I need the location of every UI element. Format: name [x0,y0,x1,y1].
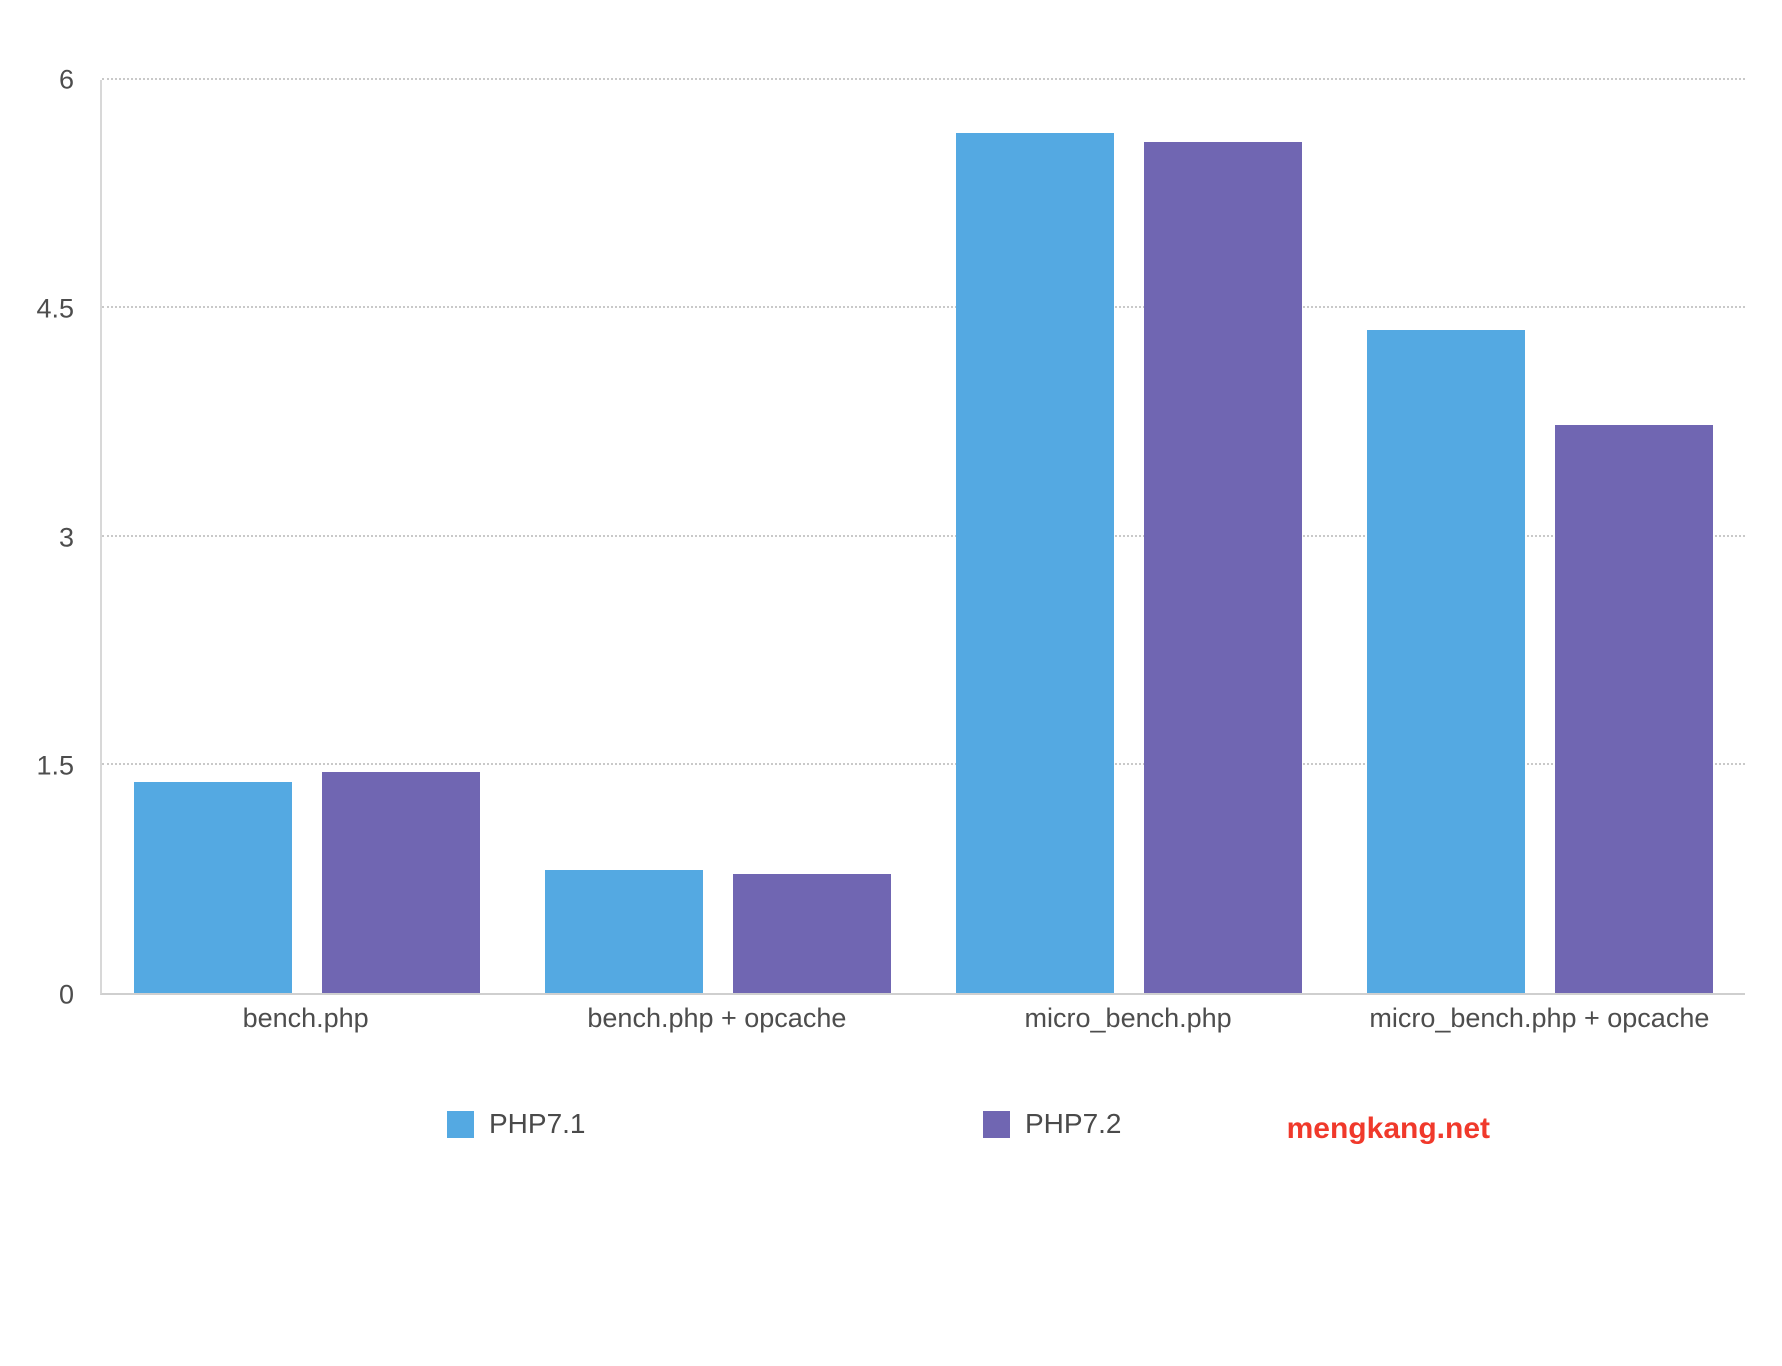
bars-area [102,80,1745,993]
gridline-3 [102,534,1745,537]
legend-label-php71: PHP7.1 [489,1108,586,1139]
x-tick-label-4: micro_bench.php + opcache [1369,1003,1710,1033]
x-tick-label-1: bench.php [242,1003,369,1033]
x-axis: bench.php bench.php + opcache micro_bench.… [100,1003,1745,1034]
gridlines [102,78,1745,993]
legend-item-php72: PHP7.2 [983,1108,1122,1140]
x-tick-label-3: micro_bench.php [1024,1003,1232,1033]
bar-PHP7.1-micro_bench.php-opcache [1366,329,1525,993]
bar-group-2 [513,80,924,993]
gridline-6 [102,78,1745,80]
bar-group-4 [1334,80,1745,993]
bar-PHP7.1-micro_bench.php [955,133,1114,993]
watermark-text: mengkang.net [1286,1112,1490,1145]
y-tick-label-1.5: 1.5 [36,750,74,781]
gridline-1.5 [102,762,1745,765]
gridline-4.5 [102,306,1745,309]
y-tick-label-3: 3 [58,522,74,552]
y-tick-label-4.5: 4.5 [36,293,74,324]
x-tick-label-2: bench.php + opcache [587,1003,847,1033]
y-axis: 0 1.5 3 4.5 6 [0,65,88,1010]
bar-PHP7.2-bench.php-opcache [733,874,892,993]
y-tick-label-0: 0 [58,979,74,1010]
bar-PHP7.2-micro_bench.php [1143,142,1302,993]
legend-swatch-php72 [983,1110,1010,1138]
legend-label-php72: PHP7.2 [1025,1108,1122,1139]
plot-area [100,78,1745,995]
y-tick-label-6: 6 [58,64,74,95]
bar-group-3 [924,80,1335,993]
bar-PHP7.2-micro_bench.php-opcache [1554,425,1713,993]
legend-swatch-php71 [447,1110,474,1138]
legend-item-php71: PHP7.1 [447,1108,586,1140]
bar-PHP7.1-bench.php [134,781,293,993]
bar-PHP7.1-bench.php-opcache [545,869,704,993]
bar-group-1 [102,80,513,993]
legend: PHP7.1 PHP7.2 mengkang.net [0,1108,1782,1154]
bar-PHP7.2-bench.php [322,772,481,993]
